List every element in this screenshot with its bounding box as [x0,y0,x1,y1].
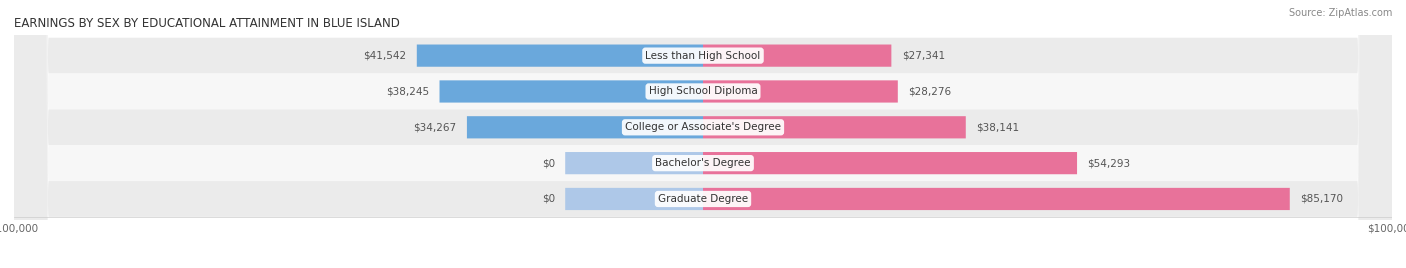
Text: $38,141: $38,141 [976,122,1019,132]
FancyBboxPatch shape [565,188,703,210]
Text: $85,170: $85,170 [1301,194,1343,204]
FancyBboxPatch shape [14,0,1392,268]
FancyBboxPatch shape [440,80,703,103]
FancyBboxPatch shape [416,44,703,67]
Text: $0: $0 [541,158,555,168]
Text: $27,341: $27,341 [901,51,945,61]
Text: College or Associate's Degree: College or Associate's Degree [626,122,780,132]
Text: $28,276: $28,276 [908,87,952,96]
FancyBboxPatch shape [565,152,703,174]
FancyBboxPatch shape [467,116,703,138]
FancyBboxPatch shape [703,116,966,138]
Text: $41,542: $41,542 [363,51,406,61]
Text: Graduate Degree: Graduate Degree [658,194,748,204]
Text: $34,267: $34,267 [413,122,457,132]
FancyBboxPatch shape [703,80,898,103]
FancyBboxPatch shape [703,44,891,67]
Text: $38,245: $38,245 [387,87,429,96]
Text: Less than High School: Less than High School [645,51,761,61]
Text: EARNINGS BY SEX BY EDUCATIONAL ATTAINMENT IN BLUE ISLAND: EARNINGS BY SEX BY EDUCATIONAL ATTAINMEN… [14,17,399,29]
Text: $0: $0 [541,194,555,204]
FancyBboxPatch shape [14,0,1392,268]
FancyBboxPatch shape [14,0,1392,268]
Text: Source: ZipAtlas.com: Source: ZipAtlas.com [1288,8,1392,18]
FancyBboxPatch shape [14,0,1392,268]
Text: $54,293: $54,293 [1087,158,1130,168]
Text: Bachelor's Degree: Bachelor's Degree [655,158,751,168]
FancyBboxPatch shape [703,152,1077,174]
FancyBboxPatch shape [14,0,1392,268]
Text: High School Diploma: High School Diploma [648,87,758,96]
FancyBboxPatch shape [703,188,1289,210]
